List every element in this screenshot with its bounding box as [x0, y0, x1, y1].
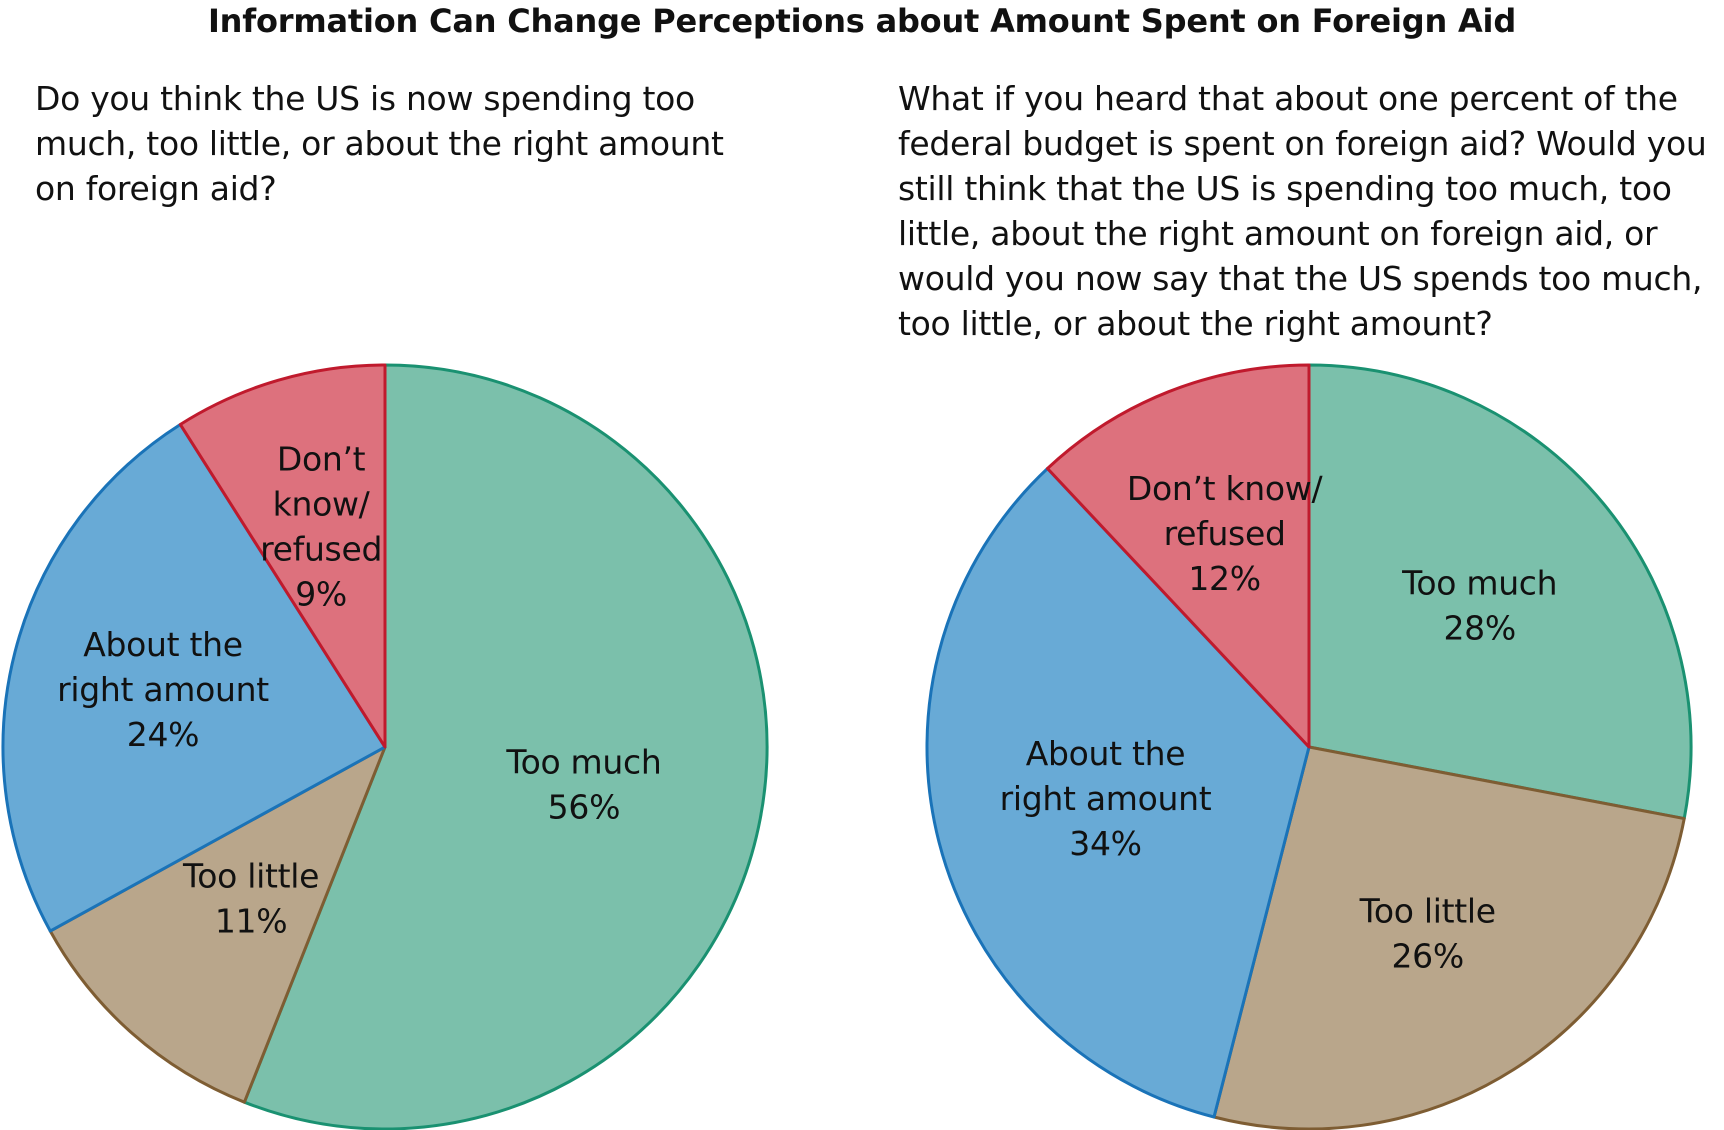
chart-title: Information Can Change Perceptions about…: [207, 2, 1517, 40]
left-pie-slice-too-much: [242, 363, 769, 1130]
right-pie-label-too-little: Too little 26%: [1359, 892, 1496, 976]
slice-category-label: About the: [83, 625, 243, 664]
left-pie-slice-don-t-know-refused: [178, 363, 387, 749]
slice-category-label: Don’t know/: [1127, 469, 1324, 508]
slice-category-label: refused: [260, 529, 382, 568]
slice-category-label: refused: [1164, 514, 1286, 553]
right-pie-chart: Too much 28% Too little 26% About the right a…: [925, 363, 1693, 1130]
right-pie-label-too-much: Too much 28%: [1401, 563, 1557, 647]
slice-category-label: Don’t: [277, 439, 366, 478]
left-pie-label-too-much: Too much 56%: [505, 742, 661, 826]
slice-value-label: 26%: [1391, 937, 1463, 976]
slice-value-label: 11%: [215, 901, 287, 940]
left-pie-label-don-t-know-refused: Don’t know/refused 9%: [260, 439, 382, 613]
left-pie-chart: Too much 56% Too little 11% About the right a…: [1, 363, 769, 1130]
slice-category-label: Too much: [1401, 563, 1557, 602]
slice-category-label: Too little: [1359, 892, 1496, 931]
right-question: What if you heard that about one percent…: [898, 79, 1707, 343]
left-pie-slice-too-little: [48, 745, 387, 1104]
slice-category-label: Too much: [505, 742, 661, 781]
left-question: Do you think the US is now spending too …: [35, 79, 724, 208]
slice-value-label: 56%: [548, 787, 620, 826]
slice-value-label: 12%: [1188, 559, 1260, 598]
slice-category-label: About the: [1026, 734, 1186, 773]
right-pie-slice-too-much: [1307, 363, 1693, 821]
right-pie-slice-too-little: [1212, 745, 1686, 1130]
slice-value-label: 9%: [295, 574, 347, 613]
right-pie-slice-don-t-know-refused: [1046, 363, 1311, 749]
slice-value-label: 24%: [127, 715, 199, 754]
slice-value-label: 34%: [1069, 824, 1141, 863]
slice-value-label: 28%: [1443, 608, 1515, 647]
slice-category-label: know/: [273, 484, 371, 523]
right-pie-label-don-t-know-refused: Don’t know/refused 12%: [1127, 469, 1324, 598]
left-pie-label-about-the-right-amount: About the right amount 24%: [57, 625, 269, 754]
right-pie-slice-about-the-right-amount: [925, 467, 1311, 1119]
slice-category-label: right amount: [1000, 779, 1212, 818]
left-pie-slice-about-the-right-amount: [1, 422, 387, 933]
slice-category-label: right amount: [57, 670, 269, 709]
right-pie-label-about-the-right-amount: About the right amount 34%: [1000, 734, 1212, 863]
slice-category-label: Too little: [182, 856, 319, 895]
left-pie-label-too-little: Too little 11%: [182, 856, 319, 940]
